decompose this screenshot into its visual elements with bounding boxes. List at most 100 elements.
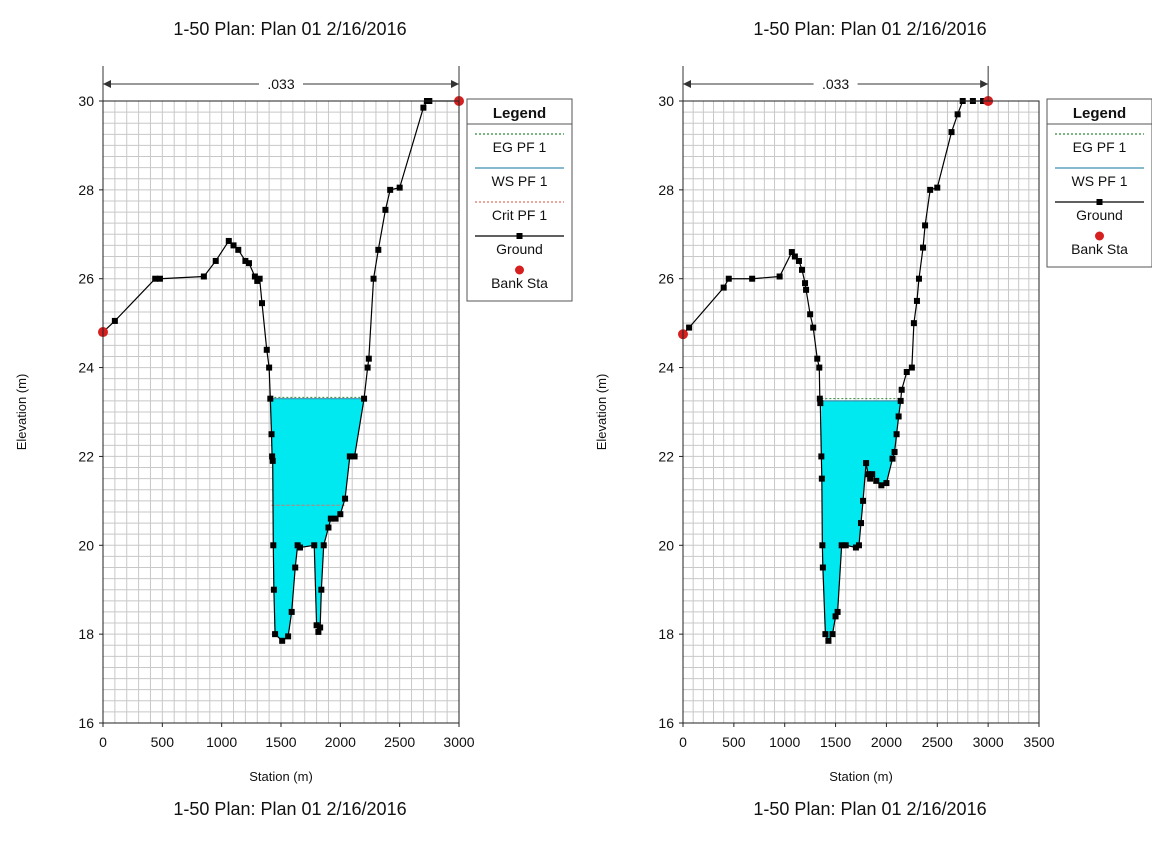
y-tick-label: 26 <box>658 271 674 287</box>
ground-point <box>152 275 159 282</box>
legend-entry: EG PF 1 <box>1055 133 1144 155</box>
x-tick-label: 3000 <box>973 734 1004 750</box>
ground-point <box>878 482 885 489</box>
legend-label: Crit PF 1 <box>492 207 547 223</box>
y-tick-label: 24 <box>658 360 674 376</box>
plot-border <box>682 100 1040 724</box>
ground-point <box>934 184 941 191</box>
legend-title: Legend <box>493 105 546 122</box>
ground-point <box>296 544 303 551</box>
y-tick-label: 28 <box>78 182 94 198</box>
ground-point <box>842 542 849 549</box>
ground-point <box>365 355 372 362</box>
ground-point <box>325 524 332 531</box>
ground-point <box>375 246 382 253</box>
ground-point <box>259 300 266 307</box>
ground-point <box>834 608 841 615</box>
ground-point <box>245 260 252 267</box>
ground-point <box>895 413 902 420</box>
x-tick-label: 0 <box>679 734 687 750</box>
ground-point <box>235 246 242 253</box>
legend-entry: EG PF 1 <box>475 133 564 155</box>
ground-point <box>829 631 836 638</box>
ground-point <box>865 471 872 478</box>
ground-point <box>863 460 870 467</box>
ground-point <box>725 275 732 282</box>
y-tick-label: 22 <box>78 448 94 464</box>
ground-point <box>873 477 880 484</box>
ground-point <box>251 273 258 280</box>
legend-label: Bank Sta <box>491 275 548 291</box>
ground-point <box>807 311 814 318</box>
ground-point <box>270 586 277 593</box>
ground-point <box>225 237 232 244</box>
ground-point <box>332 515 339 522</box>
ground-point <box>749 275 756 282</box>
x-tick-label: 1000 <box>206 734 237 750</box>
water-area <box>270 398 365 641</box>
y-tick-label: 20 <box>658 537 674 553</box>
ground-point <box>810 324 817 331</box>
y-tick-label: 18 <box>658 626 674 642</box>
legend-label: EG PF 1 <box>493 139 547 155</box>
ground-point <box>156 275 163 282</box>
ground-point <box>869 471 876 478</box>
chart-title: 1-50 Plan: Plan 01 2/16/2016 <box>173 19 406 39</box>
ground-point <box>818 453 825 460</box>
legend-symbol-marker <box>1096 199 1103 205</box>
ground-point <box>954 111 961 118</box>
x-tick-label: 2500 <box>384 734 415 750</box>
ground-point <box>855 542 862 549</box>
x-tick-label: 2000 <box>325 734 356 750</box>
ground-point <box>908 364 915 371</box>
ground-point <box>387 186 394 193</box>
ground-point <box>903 369 910 376</box>
ground-point <box>200 273 207 280</box>
legend-entry: WS PF 1 <box>1055 167 1144 189</box>
ground-point <box>883 480 890 487</box>
ground-point <box>795 257 802 264</box>
ground-point <box>212 257 219 264</box>
ground-point <box>396 184 403 191</box>
ground-point <box>242 257 249 264</box>
y-axis-label: Elevation (m) <box>14 374 29 451</box>
ground-point <box>272 631 279 638</box>
ground-point <box>346 453 353 460</box>
legend: Legend EG PF 1 WS PF 1 Ground Bank Sta <box>1046 98 1152 268</box>
ground-point <box>361 395 368 402</box>
legend-entry: Bank Sta <box>491 265 548 291</box>
y-tick-label: 16 <box>658 715 674 731</box>
x-tick-label: 500 <box>151 734 175 750</box>
legend-label: Bank Sta <box>1071 241 1128 257</box>
manning-arrow-right <box>980 80 989 88</box>
ground-point <box>858 520 864 527</box>
ground-point <box>819 542 826 549</box>
ground-point <box>317 624 324 631</box>
manning-label: .033 <box>822 76 849 92</box>
ground-point <box>279 637 286 644</box>
legend-label: WS PF 1 <box>1071 173 1127 189</box>
legend-entry: Crit PF 1 <box>475 201 564 223</box>
ground-point <box>893 431 900 438</box>
ground-point <box>825 637 832 644</box>
legend-symbol-marker <box>516 233 523 239</box>
ground-point <box>852 544 859 551</box>
ground-point <box>320 542 327 549</box>
x-tick-label: 3000 <box>443 734 474 750</box>
ground-point <box>266 364 273 371</box>
ground-point <box>927 186 934 193</box>
legend: Legend EG PF 1 WS PF 1 Crit PF 1 Ground Bank … <box>466 98 573 302</box>
ground-point <box>838 542 845 549</box>
x-tick-label: 2000 <box>871 734 902 750</box>
legend-entry: Ground <box>475 233 564 257</box>
ground-point <box>818 475 825 482</box>
ground-point <box>267 395 274 402</box>
ground-point <box>269 457 276 464</box>
ground-point <box>292 564 299 571</box>
ground-point <box>327 515 334 522</box>
grid <box>102 100 460 724</box>
ground-point <box>816 364 823 371</box>
x-tick-label: 500 <box>722 734 746 750</box>
ground-point <box>268 431 275 438</box>
ground-point <box>311 542 318 549</box>
